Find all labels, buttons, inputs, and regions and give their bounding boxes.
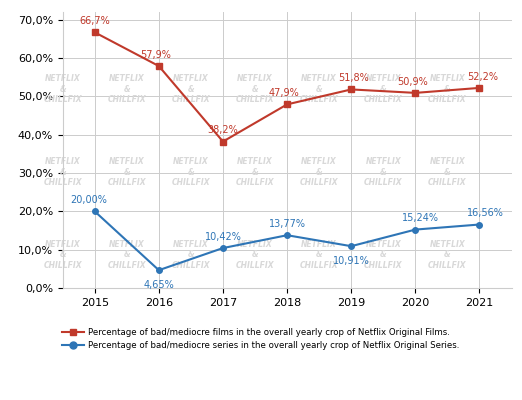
Text: 47,9%: 47,9% [269, 88, 300, 98]
Text: 50,9%: 50,9% [397, 76, 428, 86]
Text: NETFLIX
&
CHILLFIX: NETFLIX & CHILLFIX [108, 157, 146, 187]
Text: NETFLIX
&
CHILLFIX: NETFLIX & CHILLFIX [300, 240, 338, 270]
Text: NETFLIX
&
CHILLFIX: NETFLIX & CHILLFIX [108, 240, 146, 270]
Text: NETFLIX
&
CHILLFIX: NETFLIX & CHILLFIX [172, 240, 210, 270]
Text: 13,77%: 13,77% [269, 219, 305, 229]
Text: NETFLIX
&
CHILLFIX: NETFLIX & CHILLFIX [43, 74, 82, 104]
Legend: Percentage of bad/mediocre films in the overall yearly crop of Netflix Original : Percentage of bad/mediocre films in the … [63, 328, 460, 350]
Text: NETFLIX
&
CHILLFIX: NETFLIX & CHILLFIX [364, 240, 402, 270]
Text: 52,2%: 52,2% [467, 72, 498, 82]
Text: 20,00%: 20,00% [70, 195, 108, 205]
Text: NETFLIX
&
CHILLFIX: NETFLIX & CHILLFIX [236, 74, 275, 104]
Text: 4,65%: 4,65% [144, 280, 174, 290]
Text: NETFLIX
&
CHILLFIX: NETFLIX & CHILLFIX [300, 74, 338, 104]
Text: NETFLIX
&
CHILLFIX: NETFLIX & CHILLFIX [300, 157, 338, 187]
Text: 51,8%: 51,8% [339, 73, 370, 83]
Text: 10,91%: 10,91% [333, 256, 370, 266]
Text: NETFLIX
&
CHILLFIX: NETFLIX & CHILLFIX [428, 240, 467, 270]
Text: NETFLIX
&
CHILLFIX: NETFLIX & CHILLFIX [364, 157, 402, 187]
Text: NETFLIX
&
CHILLFIX: NETFLIX & CHILLFIX [364, 74, 402, 104]
Text: NETFLIX
&
CHILLFIX: NETFLIX & CHILLFIX [43, 157, 82, 187]
Text: NETFLIX
&
CHILLFIX: NETFLIX & CHILLFIX [236, 157, 275, 187]
Text: NETFLIX
&
CHILLFIX: NETFLIX & CHILLFIX [236, 240, 275, 270]
Text: 10,42%: 10,42% [205, 232, 241, 242]
Text: 38,2%: 38,2% [208, 125, 239, 135]
Text: 57,9%: 57,9% [140, 50, 172, 60]
Text: NETFLIX
&
CHILLFIX: NETFLIX & CHILLFIX [172, 74, 210, 104]
Text: 15,24%: 15,24% [402, 213, 440, 223]
Text: 66,7%: 66,7% [79, 16, 110, 26]
Text: 16,56%: 16,56% [467, 208, 504, 218]
Text: NETFLIX
&
CHILLFIX: NETFLIX & CHILLFIX [108, 74, 146, 104]
Text: NETFLIX
&
CHILLFIX: NETFLIX & CHILLFIX [428, 74, 467, 104]
Text: NETFLIX
&
CHILLFIX: NETFLIX & CHILLFIX [172, 157, 210, 187]
Text: NETFLIX
&
CHILLFIX: NETFLIX & CHILLFIX [43, 240, 82, 270]
Text: NETFLIX
&
CHILLFIX: NETFLIX & CHILLFIX [428, 157, 467, 187]
